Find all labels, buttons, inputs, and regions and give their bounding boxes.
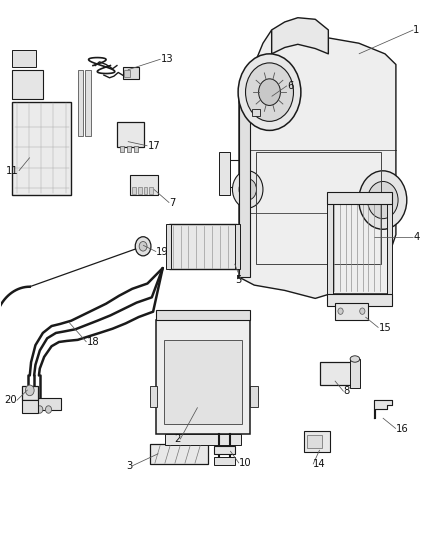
Bar <box>165 434 241 445</box>
Text: 18: 18 <box>86 337 99 347</box>
Circle shape <box>238 54 301 131</box>
Bar <box>328 192 392 204</box>
Polygon shape <box>272 18 328 54</box>
Bar <box>12 102 71 195</box>
Bar <box>127 147 131 152</box>
Bar <box>214 457 235 465</box>
Bar <box>124 70 130 77</box>
Ellipse shape <box>350 356 360 362</box>
Text: 16: 16 <box>396 424 409 434</box>
Bar <box>214 446 235 454</box>
Circle shape <box>46 406 52 413</box>
Bar <box>328 294 392 306</box>
Bar <box>252 109 260 116</box>
Bar <box>24 398 61 410</box>
Text: 8: 8 <box>343 386 350 397</box>
Bar <box>250 386 258 407</box>
Circle shape <box>360 308 365 314</box>
Text: 1: 1 <box>413 25 420 35</box>
Bar <box>85 70 91 136</box>
Bar <box>150 444 208 464</box>
Text: 17: 17 <box>148 141 160 151</box>
Bar <box>78 70 83 136</box>
Circle shape <box>233 171 263 208</box>
Text: 5: 5 <box>235 275 241 285</box>
Bar <box>331 201 389 294</box>
Circle shape <box>258 79 280 106</box>
Bar <box>22 385 38 400</box>
Bar <box>320 362 352 384</box>
Bar <box>134 147 138 152</box>
Circle shape <box>239 179 256 200</box>
Bar <box>256 152 381 264</box>
Text: 13: 13 <box>161 54 173 64</box>
Circle shape <box>28 406 34 413</box>
Circle shape <box>367 181 398 219</box>
Bar <box>350 359 360 387</box>
Bar <box>156 310 250 320</box>
Bar <box>164 341 242 424</box>
Bar <box>336 303 368 320</box>
Bar <box>22 400 38 413</box>
Circle shape <box>135 237 151 256</box>
Bar <box>120 147 124 152</box>
Bar <box>235 224 240 269</box>
Bar <box>144 187 148 193</box>
Text: 4: 4 <box>413 232 420 243</box>
Text: 20: 20 <box>4 395 17 406</box>
Bar <box>307 435 322 448</box>
Bar <box>12 70 43 99</box>
Bar <box>149 187 153 193</box>
Text: 14: 14 <box>313 459 326 469</box>
Circle shape <box>37 406 43 413</box>
Text: 11: 11 <box>6 166 19 176</box>
Polygon shape <box>374 400 392 418</box>
Bar <box>239 96 250 277</box>
Circle shape <box>338 308 343 314</box>
Bar <box>117 122 144 148</box>
Circle shape <box>246 63 293 122</box>
Bar <box>123 67 139 79</box>
Text: 19: 19 <box>156 247 169 256</box>
Circle shape <box>25 385 34 395</box>
Bar <box>169 224 237 269</box>
Text: 3: 3 <box>126 461 132 471</box>
Bar <box>328 201 333 294</box>
Bar <box>12 50 36 67</box>
Bar <box>132 187 136 193</box>
Text: 10: 10 <box>239 458 251 468</box>
Text: 15: 15 <box>378 322 391 333</box>
Text: 7: 7 <box>169 198 176 208</box>
Bar <box>304 431 330 451</box>
Text: 2: 2 <box>174 434 180 445</box>
Bar <box>150 386 158 407</box>
Circle shape <box>139 241 147 251</box>
Bar <box>219 152 230 195</box>
Bar <box>130 175 159 195</box>
Polygon shape <box>239 30 396 298</box>
Bar <box>387 201 392 294</box>
Bar <box>156 320 250 434</box>
Bar <box>138 187 142 193</box>
Circle shape <box>359 171 407 229</box>
Text: 6: 6 <box>287 81 293 91</box>
Bar <box>166 224 171 269</box>
